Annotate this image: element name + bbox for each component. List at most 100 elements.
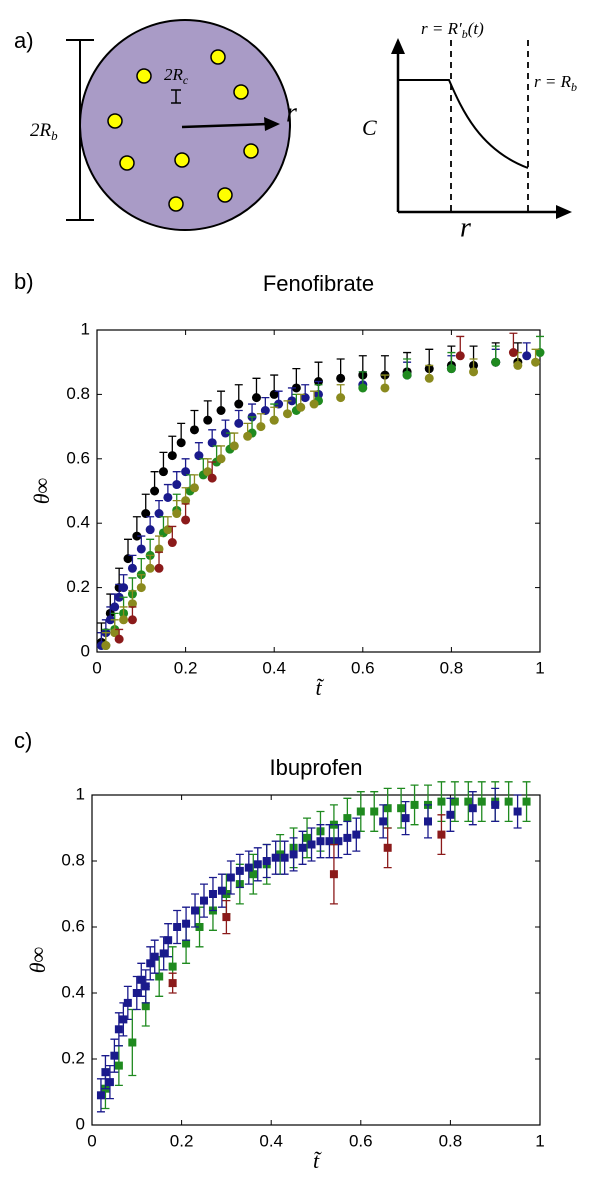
- data-point: [119, 1015, 128, 1024]
- data-point: [253, 860, 262, 869]
- x-axis-label: t̃: [313, 1148, 322, 1173]
- data-point: [450, 797, 459, 806]
- data-point: [282, 409, 292, 419]
- data-point: [128, 1038, 137, 1047]
- data-point: [300, 393, 310, 403]
- data-point: [119, 615, 129, 625]
- data-point: [158, 467, 168, 477]
- data-point: [379, 817, 388, 826]
- y-tick-label: 0.4: [61, 982, 85, 1001]
- data-point: [181, 496, 191, 506]
- data-point: [203, 415, 213, 425]
- profile-y-label: C: [362, 115, 377, 140]
- arrow-head: [264, 117, 280, 131]
- x-tick-label: 0.8: [440, 658, 464, 677]
- y-tick-label: 0.2: [61, 1048, 85, 1067]
- x-axis-label: t̃: [315, 675, 324, 700]
- data-point: [216, 406, 226, 415]
- data-point: [110, 1051, 119, 1060]
- data-point: [370, 807, 379, 816]
- data-point: [167, 538, 177, 548]
- x-tick-label: 1: [535, 658, 544, 677]
- y-tick-label: 1: [76, 784, 85, 803]
- data-point: [269, 389, 279, 399]
- y-tick-label: 0: [81, 641, 90, 660]
- data-point: [251, 393, 261, 403]
- data-point: [132, 989, 141, 997]
- label-bg: [28, 118, 68, 144]
- data-point: [207, 438, 217, 448]
- data-point: [181, 467, 191, 477]
- profile-boundaries: [450, 40, 529, 212]
- data-point: [145, 563, 155, 573]
- data-point: [150, 486, 160, 496]
- radius-arrow: [181, 122, 269, 129]
- data-point: [352, 830, 361, 839]
- data-point: [141, 982, 150, 991]
- data-point: [437, 830, 446, 839]
- front-label: r = R′b(t): [421, 19, 484, 41]
- data-point: [477, 797, 486, 806]
- data-point: [203, 467, 213, 477]
- data-point: [164, 936, 173, 945]
- data-point: [127, 563, 137, 573]
- data-point: [155, 972, 164, 981]
- x-tick-label: 0.6: [349, 1131, 373, 1150]
- data-point: [303, 833, 312, 842]
- data-point: [194, 451, 204, 461]
- data-point: [226, 873, 235, 882]
- profile-x-label: r: [460, 212, 471, 243]
- data-point: [380, 383, 390, 393]
- data-point: [287, 396, 297, 406]
- data-point: [276, 850, 285, 859]
- data-point: [168, 962, 177, 971]
- data-point: [491, 800, 500, 809]
- data-point: [114, 592, 124, 602]
- data-point: [234, 399, 244, 409]
- arrow-head: [391, 38, 405, 54]
- x-tick-label: 0.8: [439, 1131, 463, 1150]
- data-point: [513, 807, 522, 816]
- x-tick-label: 0.4: [259, 1131, 283, 1150]
- panel-label: a): [14, 28, 34, 53]
- panel-label: c): [14, 728, 32, 753]
- cell-size-label: 2Rc: [164, 65, 189, 87]
- data-point: [105, 615, 115, 625]
- data-point: [469, 367, 479, 377]
- data-point: [154, 509, 164, 519]
- data-point: [191, 906, 200, 915]
- data-point: [154, 544, 164, 554]
- data-point: [182, 939, 191, 948]
- x-tick-label: 0.6: [351, 658, 375, 677]
- edge-label: r = Rb: [534, 72, 577, 94]
- data-point: [168, 979, 177, 988]
- body-size-label: 2Rb: [30, 120, 58, 143]
- data-point: [262, 857, 271, 865]
- y-tick-label: 0: [76, 1114, 85, 1133]
- data-point: [163, 525, 173, 535]
- y-tick-label: 0.4: [66, 513, 90, 532]
- x-tick-label: 0.4: [262, 658, 286, 677]
- data-point: [181, 515, 191, 525]
- x-tick-label: 0: [87, 1131, 96, 1150]
- data-point: [504, 797, 513, 806]
- body: [79, 19, 291, 231]
- data-point: [329, 870, 338, 879]
- data-point: [336, 393, 346, 403]
- cell-size-bar: [171, 89, 181, 104]
- data-point: [383, 843, 392, 852]
- data-point: [343, 814, 352, 823]
- data-point: [101, 641, 111, 651]
- data-point: [289, 850, 298, 859]
- data-point: [114, 634, 124, 644]
- data-point: [200, 896, 208, 905]
- data-point: [137, 975, 146, 984]
- data-point: [446, 810, 455, 819]
- x-tick-label: 0.2: [170, 1131, 194, 1150]
- data-point: [101, 1068, 110, 1077]
- data-point: [334, 837, 343, 846]
- data-point: [522, 351, 532, 361]
- x-tick-label: 0.2: [174, 658, 198, 677]
- data-point: [217, 886, 226, 895]
- data-point: [127, 615, 137, 625]
